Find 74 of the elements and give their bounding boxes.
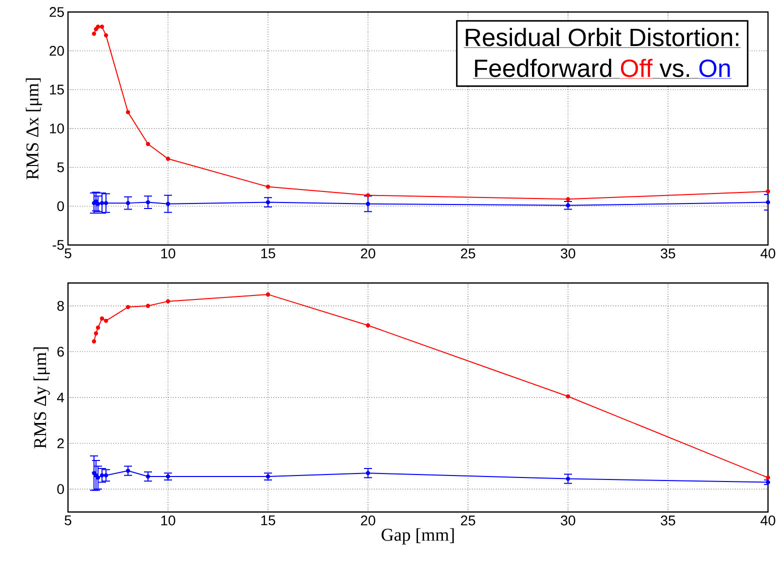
point xyxy=(766,476,770,480)
y-tick-label: 20 xyxy=(50,46,64,56)
point xyxy=(104,33,108,38)
point xyxy=(266,292,270,297)
x-tick-label: 40 xyxy=(760,516,776,526)
point xyxy=(126,200,130,206)
point xyxy=(100,24,104,29)
x-tick-label: 15 xyxy=(261,516,276,526)
point xyxy=(146,200,150,204)
x-tick-label: 5 xyxy=(64,516,72,526)
x-tick-label: 20 xyxy=(360,516,376,526)
point xyxy=(266,200,270,204)
point xyxy=(94,331,98,336)
text: Residual Orbit Distortion: xyxy=(466,28,738,46)
point xyxy=(126,304,130,310)
y-tick-label: -5 xyxy=(52,240,64,250)
x-axis-title: Gap [mm] xyxy=(382,528,454,544)
x-tick-label: 30 xyxy=(560,516,576,526)
x-tick-label: 10 xyxy=(161,248,176,258)
point xyxy=(366,193,370,198)
point xyxy=(92,32,96,36)
point xyxy=(104,200,108,206)
x-tick-label: 40 xyxy=(760,248,776,258)
x-tick-label: 15 xyxy=(261,248,276,258)
point xyxy=(100,200,104,206)
point xyxy=(126,468,130,473)
point xyxy=(96,326,100,330)
text: Off xyxy=(620,58,653,78)
point xyxy=(100,473,104,478)
point xyxy=(126,110,130,114)
x-tick-label: 25 xyxy=(460,248,476,258)
x-tick-label: 20 xyxy=(360,248,376,258)
point xyxy=(366,202,370,206)
point xyxy=(104,473,108,478)
y-axis-title: RMS Δx [μm] xyxy=(26,78,42,180)
annotation: vs. xyxy=(660,63,690,78)
y-tick-label: 0 xyxy=(57,484,64,494)
y-axis-title: RMS Δy [μm] xyxy=(34,347,50,448)
point xyxy=(266,184,270,189)
point xyxy=(566,197,570,202)
y-tick-label: 0 xyxy=(57,201,64,212)
x-tick-label: 10 xyxy=(161,516,176,526)
point xyxy=(766,200,770,204)
point xyxy=(100,316,104,321)
y-tick-label: 5 xyxy=(57,162,64,172)
x-tick-label: 25 xyxy=(460,516,476,526)
x-tick-label: 30 xyxy=(560,248,576,258)
point xyxy=(166,299,170,304)
point xyxy=(566,394,570,398)
point xyxy=(146,304,150,308)
text: Feedforward xyxy=(475,58,612,78)
point xyxy=(92,339,96,344)
y-tick-label: 6 xyxy=(57,346,64,357)
point xyxy=(366,323,370,328)
x-tick-label: 35 xyxy=(660,516,676,526)
x-tick-label: 35 xyxy=(660,248,676,258)
point xyxy=(366,470,370,476)
y-tick-label: 25 xyxy=(50,7,64,17)
y-tick-label: 8 xyxy=(57,300,64,311)
point xyxy=(566,476,570,481)
point xyxy=(96,24,100,29)
point xyxy=(166,156,170,161)
point xyxy=(104,318,108,323)
x-tick-label: 5 xyxy=(64,248,72,258)
point xyxy=(766,189,770,194)
point xyxy=(766,480,770,484)
y-tick-label: 10 xyxy=(50,124,64,134)
y-tick-label: 4 xyxy=(57,392,64,402)
y-tick-label: 15 xyxy=(50,84,64,95)
y-tick-label: 2 xyxy=(57,438,64,448)
point xyxy=(146,142,150,146)
text: On xyxy=(699,59,730,78)
point xyxy=(166,202,170,206)
point xyxy=(146,474,150,479)
